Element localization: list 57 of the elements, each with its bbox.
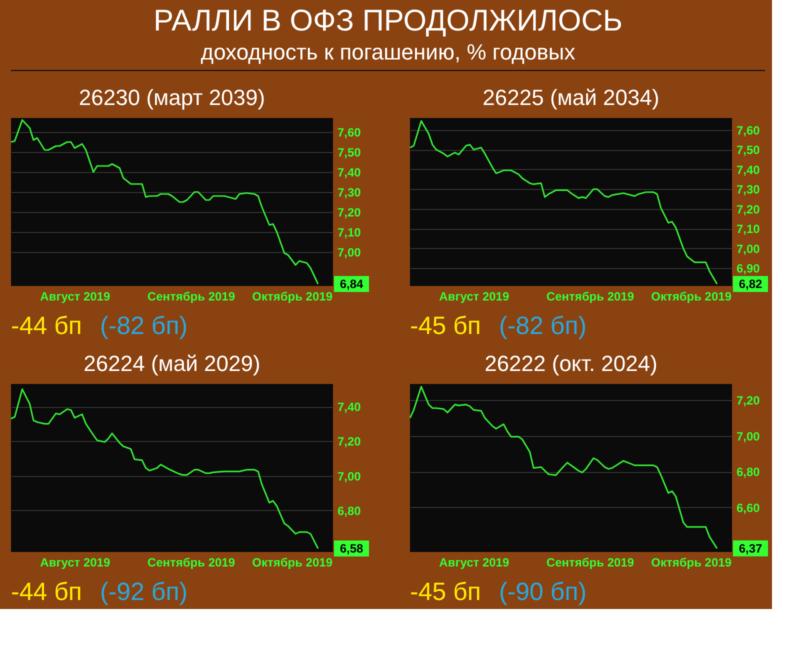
y-tick-label: 7,20 (338, 206, 362, 220)
chart-title: 26230 (март 2039) (78, 85, 266, 110)
text: (-92 бп) (100, 578, 188, 606)
text: (-82 бп) (499, 312, 587, 340)
text: -44 бп (11, 578, 82, 606)
y-tick-label: 7,00 (338, 246, 362, 260)
y-tick-label: 6,60 (736, 500, 760, 515)
x-tick-label: Август 2019 (439, 556, 510, 570)
y-tick-label: 6,80 (338, 504, 362, 518)
text: -44 бп (11, 312, 82, 340)
y-tick-label: 7,60 (736, 123, 760, 138)
y-tick-label: 7,60 (338, 126, 362, 140)
y-tick-label: 7,00 (338, 469, 362, 484)
y-tick-label: 7,50 (736, 143, 760, 158)
x-tick-label: Октябрь 2019 (252, 556, 333, 570)
line-series (409, 120, 718, 285)
y-tick-label: 7,50 (338, 146, 362, 160)
text: (-90 бп) (499, 578, 587, 606)
y-tick-label: 6,80 (736, 465, 760, 480)
x-tick-label: Октябрь 2019 (252, 290, 333, 304)
x-tick-label: Сентябрь 2019 (147, 556, 236, 570)
x-tick-label: Август 2019 (40, 290, 110, 304)
x-tick-label: Сентябрь 2019 (546, 556, 634, 570)
text: -45 бп (410, 312, 481, 340)
y-tick-label: 7,10 (736, 222, 760, 236)
chart-title: 26225 (май 2034) (482, 85, 660, 110)
x-tick-label: Октябрь 2019 (651, 556, 732, 570)
x-tick-label: Август 2019 (439, 290, 510, 304)
line-series (10, 388, 319, 550)
y-tick-label: 7,10 (338, 226, 362, 240)
y-tick-label: 7,20 (736, 202, 760, 216)
y-tick-label: 7,20 (736, 394, 760, 408)
data-label: 6,37 (738, 541, 762, 556)
y-tick-label: 7,30 (736, 182, 760, 197)
x-tick-label: Сентябрь 2019 (147, 290, 236, 304)
line-series (10, 119, 319, 285)
y-tick-label: 7,00 (736, 242, 760, 256)
text: РАЛЛИ В ОФЗ ПРОДОЛЖИЛОСЬ (153, 4, 623, 38)
y-tick-label: 7,40 (338, 400, 362, 414)
y-tick-label: 7,40 (338, 166, 362, 180)
y-tick-label: 7,00 (736, 429, 760, 444)
text: доходность к погашению, % годовых (200, 39, 576, 64)
chart-title: 26222 (окт. 2024) (484, 351, 658, 376)
x-tick-label: Октябрь 2019 (651, 290, 732, 304)
y-tick-label: 7,30 (338, 186, 362, 200)
text: (-82 бп) (100, 312, 188, 340)
data-label: 6,58 (340, 542, 364, 556)
x-tick-label: Август 2019 (40, 556, 110, 570)
text: -45 бп (410, 578, 481, 606)
data-label: 6,82 (738, 277, 762, 292)
x-tick-label: Сентябрь 2019 (546, 290, 634, 304)
y-tick-label: 7,40 (736, 162, 760, 177)
chart-title: 26224 (май 2029) (84, 351, 260, 376)
data-label: 6,84 (340, 277, 364, 291)
y-tick-label: 6,90 (736, 262, 760, 276)
y-tick-label: 7,20 (338, 434, 362, 449)
line-series (409, 386, 718, 550)
